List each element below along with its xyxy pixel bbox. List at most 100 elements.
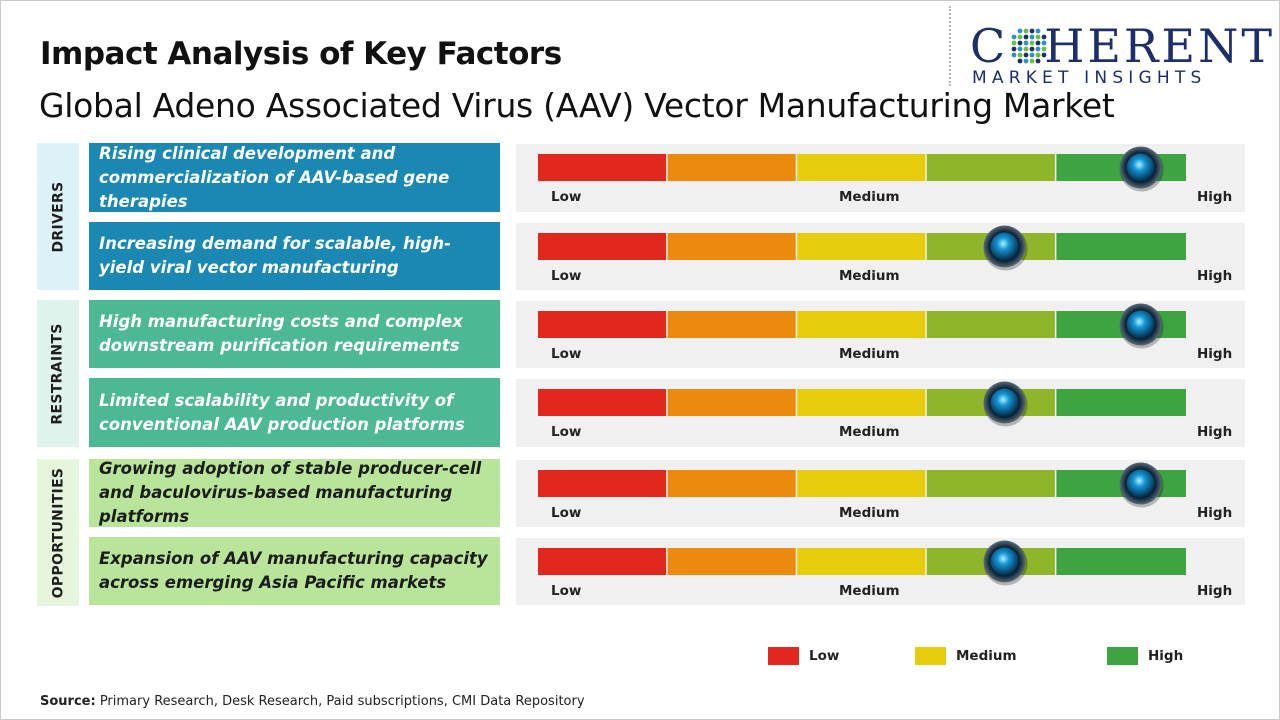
impact-meter-svg <box>538 540 1186 586</box>
logo-dot <box>1041 46 1047 52</box>
logo-dot <box>1029 40 1035 46</box>
header-divider <box>949 6 951 86</box>
indicator-knob <box>990 232 1019 261</box>
scale-label-high: High <box>1197 583 1233 599</box>
meter-segment <box>1056 548 1186 575</box>
indicator-knob <box>990 388 1019 417</box>
meter-segment <box>797 233 926 260</box>
category-drivers-label: DRIVERS <box>50 181 67 252</box>
impact-meter: Low Medium High <box>516 460 1245 527</box>
logo-dot <box>1035 28 1041 34</box>
logo-dot <box>1017 46 1023 52</box>
category-opportunities-label: OPPORTUNITIES <box>50 467 66 598</box>
logo-dot <box>1023 28 1029 34</box>
logo-tagline: MARKET INSIGHTS <box>972 68 1207 88</box>
legend-swatch <box>768 647 799 665</box>
logo-dot <box>1041 34 1047 40</box>
logo-dot <box>1017 40 1023 46</box>
meter-segment <box>667 470 796 497</box>
factor-box: Growing adoption of stable producer-cell… <box>89 459 500 527</box>
logo-dot <box>1035 46 1041 52</box>
scale-label-high: High <box>1197 268 1233 284</box>
scale-label-high: High <box>1197 346 1233 362</box>
logo-dot <box>1011 52 1017 58</box>
factor-text: Limited scalability and productivity of … <box>99 390 465 434</box>
factor-box: High manufacturing costs and complex dow… <box>89 300 500 368</box>
indicator-knob <box>1126 469 1155 498</box>
impact-meter: Low Medium High <box>516 144 1245 212</box>
impact-meter: Low Medium High <box>516 538 1245 605</box>
chart-title: Impact Analysis of Key Factors <box>40 36 562 72</box>
logo-dot <box>1017 28 1023 34</box>
legend-swatch <box>1107 647 1138 665</box>
logo-dot <box>1029 28 1035 34</box>
logo-dot <box>1023 34 1029 40</box>
logo-dot <box>1035 58 1041 64</box>
factor-text: Growing adoption of stable producer-cell… <box>99 459 482 526</box>
meter-segment <box>926 154 1055 181</box>
logo-dot <box>1017 52 1023 58</box>
logo-dot <box>1017 34 1023 40</box>
logo-dot <box>1029 52 1035 58</box>
scale-label-low: Low <box>551 268 582 284</box>
meter-segment <box>538 389 667 416</box>
meter-segment <box>1056 389 1186 416</box>
category-opportunities: OPPORTUNITIES <box>37 459 79 606</box>
logo-dot <box>1011 46 1017 52</box>
factor-text: High manufacturing costs and complex dow… <box>99 312 463 355</box>
logo-dot <box>1029 34 1035 40</box>
category-drivers: DRIVERS <box>37 143 79 290</box>
impact-meter-svg <box>538 381 1186 427</box>
scale-label-low: Low <box>551 346 582 362</box>
logo-dot <box>1023 52 1029 58</box>
category-restraints-label: RESTRAINTS <box>50 322 66 425</box>
logo-dot <box>1035 34 1041 40</box>
impact-meter-svg <box>538 225 1186 271</box>
legend-item-medium: Medium <box>915 647 1017 665</box>
scale-label-high: High <box>1197 505 1233 521</box>
impact-meter: Low Medium High <box>516 379 1245 447</box>
impact-meter: Low Medium High <box>516 223 1245 290</box>
logo-dot <box>1023 46 1029 52</box>
logo-dot <box>1035 40 1041 46</box>
meter-segment <box>538 470 667 497</box>
logo-dot <box>1011 34 1017 40</box>
indicator-knob <box>990 547 1019 576</box>
meter-segment <box>667 548 796 575</box>
legend-swatch <box>915 647 946 665</box>
factor-box: Increasing demand for scalable, high-yie… <box>89 222 500 290</box>
logo-dot <box>1017 58 1023 64</box>
source-text: Primary Research, Desk Research, Paid su… <box>95 694 585 709</box>
scale-label-medium: Medium <box>839 268 900 284</box>
legend-label: Medium <box>956 648 1017 664</box>
source-note: Source: Primary Research, Desk Research,… <box>40 694 585 709</box>
meter-segment <box>538 548 667 575</box>
logo-dot <box>1023 58 1029 64</box>
scale-label-medium: Medium <box>839 583 900 599</box>
scale-label-high: High <box>1197 424 1233 440</box>
company-logo: C HERENT MARKET INSIGHTS <box>970 20 1272 90</box>
impact-meter-svg <box>538 146 1186 192</box>
legend-label: Low <box>809 648 840 664</box>
scale-label-medium: Medium <box>839 424 900 440</box>
factor-box: Limited scalability and productivity of … <box>89 378 500 447</box>
logo-dot <box>1029 58 1035 64</box>
chart-subtitle: Global Adeno Associated Virus (AAV) Vect… <box>39 86 1115 125</box>
logo-wordmark-rest: HERENT <box>1044 19 1276 73</box>
legend-item-high: High <box>1107 647 1183 665</box>
logo-dots-icon <box>1011 28 1047 64</box>
logo-dot <box>1011 40 1017 46</box>
meter-segment <box>797 389 926 416</box>
indicator-knob <box>1126 310 1155 339</box>
meter-segment <box>538 311 667 338</box>
scale-label-low: Low <box>551 424 582 440</box>
logo-dot <box>1029 46 1035 52</box>
meter-segment <box>926 470 1055 497</box>
scale-label-low: Low <box>551 189 582 205</box>
source-label: Source: <box>40 694 96 709</box>
scale-label-medium: Medium <box>839 189 900 205</box>
logo-dot <box>1023 40 1029 46</box>
meter-segment <box>797 548 926 575</box>
meter-segment <box>667 311 796 338</box>
meter-segment <box>797 470 926 497</box>
